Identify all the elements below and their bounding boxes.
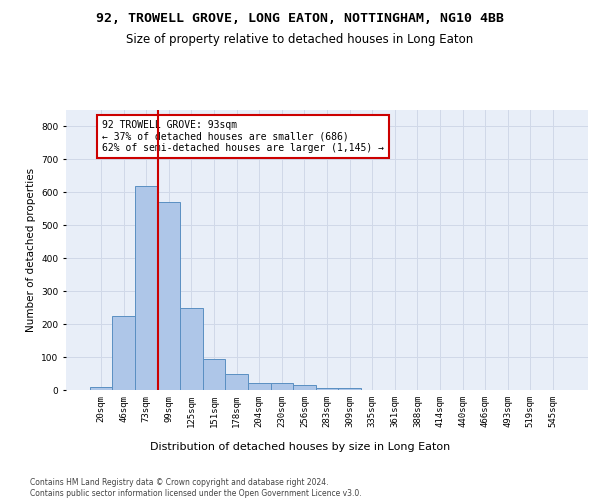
- Text: 92, TROWELL GROVE, LONG EATON, NOTTINGHAM, NG10 4BB: 92, TROWELL GROVE, LONG EATON, NOTTINGHA…: [96, 12, 504, 26]
- Bar: [271, 383, 293, 390]
- Bar: [293, 386, 316, 390]
- Bar: [226, 374, 248, 390]
- Text: 92 TROWELL GROVE: 93sqm
← 37% of detached houses are smaller (686)
62% of semi-d: 92 TROWELL GROVE: 93sqm ← 37% of detache…: [102, 120, 384, 153]
- Text: Distribution of detached houses by size in Long Eaton: Distribution of detached houses by size …: [150, 442, 450, 452]
- Bar: [158, 202, 180, 390]
- Bar: [248, 383, 271, 390]
- Bar: [180, 308, 203, 390]
- Bar: [203, 358, 226, 390]
- Bar: [338, 388, 361, 390]
- Y-axis label: Number of detached properties: Number of detached properties: [26, 168, 35, 332]
- Bar: [90, 386, 112, 390]
- Bar: [112, 316, 135, 390]
- Bar: [135, 186, 158, 390]
- Bar: [316, 388, 338, 390]
- Text: Size of property relative to detached houses in Long Eaton: Size of property relative to detached ho…: [127, 32, 473, 46]
- Text: Contains HM Land Registry data © Crown copyright and database right 2024.
Contai: Contains HM Land Registry data © Crown c…: [30, 478, 362, 498]
